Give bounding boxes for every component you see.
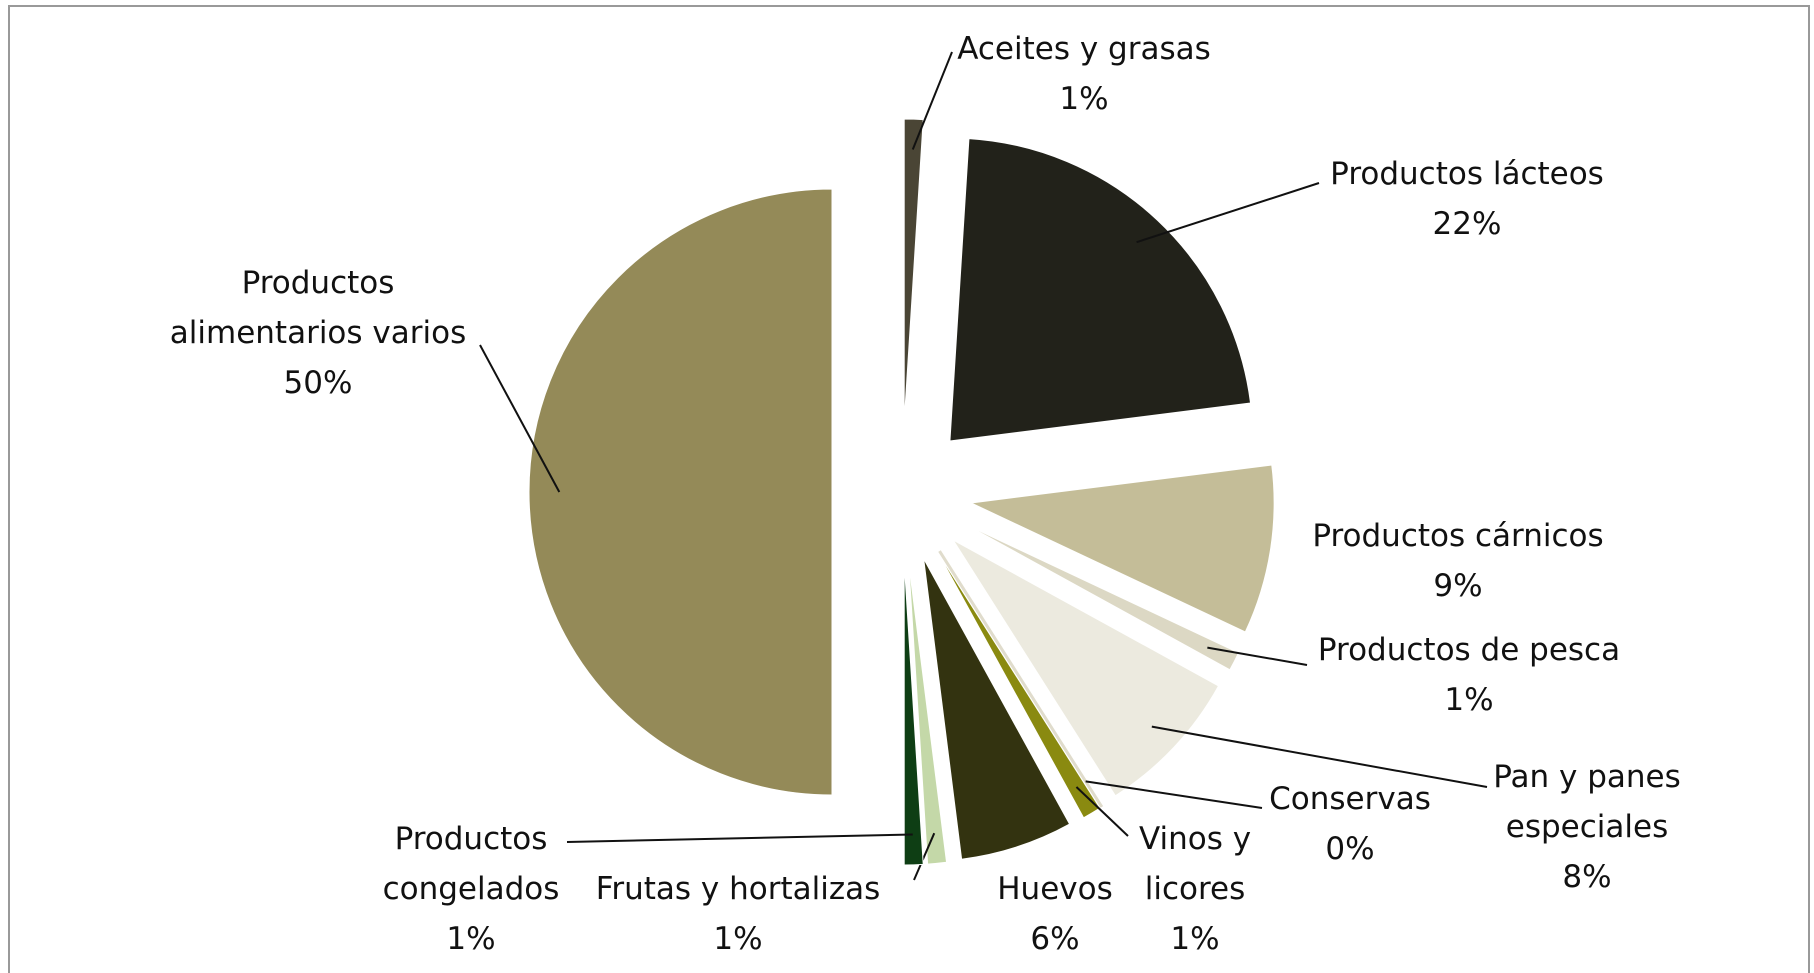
label-name: Productos congelados xyxy=(382,821,560,907)
data-label: Frutas y hortalizas 1% xyxy=(596,864,880,964)
leader-line xyxy=(1136,182,1320,244)
leader-line xyxy=(911,51,953,150)
pie-slice xyxy=(952,539,1220,797)
leader-line xyxy=(1151,725,1488,788)
pie-slice xyxy=(923,558,1071,860)
data-label: Pan y panes especiales 8% xyxy=(1482,752,1692,902)
pie-slice xyxy=(903,561,924,866)
label-value: 8% xyxy=(1562,859,1612,895)
label-name: Productos cárnicos xyxy=(1312,518,1604,554)
label-name: Productos de pesca xyxy=(1317,632,1621,668)
pie-slice xyxy=(938,550,1104,808)
data-label: Productos alimentarios varios 50% xyxy=(153,258,483,408)
label-value: 6% xyxy=(1030,921,1080,957)
pie-slice xyxy=(908,561,948,865)
frame xyxy=(8,5,1810,973)
leader-line xyxy=(566,833,913,843)
label-value: 1% xyxy=(713,921,763,957)
pie-slice xyxy=(903,118,924,423)
pie-slice xyxy=(528,188,833,796)
data-label: Productos de pesca 1% xyxy=(1318,625,1620,725)
data-label: Aceites y grasas 1% xyxy=(957,24,1211,124)
label-name: Huevos xyxy=(997,871,1113,907)
data-label: Vinos y licores 1% xyxy=(1125,814,1265,964)
data-label: Conservas 0% xyxy=(1269,774,1431,874)
label-name: Aceites y grasas xyxy=(957,31,1211,67)
label-value: 1% xyxy=(1170,921,1220,957)
data-label: Productos lácteos 22% xyxy=(1330,149,1604,249)
label-name: Vinos y licores xyxy=(1138,821,1252,907)
label-name: Conservas xyxy=(1269,781,1431,817)
label-name: Frutas y hortalizas xyxy=(595,871,881,907)
data-label: Productos congelados 1% xyxy=(361,814,581,964)
leader-line xyxy=(479,344,561,493)
leader-line xyxy=(913,832,936,881)
leader-line xyxy=(1085,780,1263,809)
pie-slice xyxy=(969,464,1275,633)
label-name: Productos alimentarios varios xyxy=(169,265,467,351)
label-name: Productos lácteos xyxy=(1330,156,1604,192)
label-value: 1% xyxy=(1059,81,1109,117)
label-name: Pan y panes especiales xyxy=(1493,759,1681,845)
label-value: 1% xyxy=(1444,682,1494,718)
data-label: Huevos 6% xyxy=(997,864,1113,964)
label-value: 0% xyxy=(1325,831,1375,867)
label-value: 50% xyxy=(283,365,353,401)
leader-line xyxy=(1075,786,1129,837)
label-value: 1% xyxy=(446,921,496,957)
label-value: 9% xyxy=(1433,568,1483,604)
leader-line xyxy=(1207,646,1308,666)
pie-slice xyxy=(949,138,1252,442)
data-label: Productos cárnicos 9% xyxy=(1312,511,1603,611)
label-value: 22% xyxy=(1432,206,1502,242)
